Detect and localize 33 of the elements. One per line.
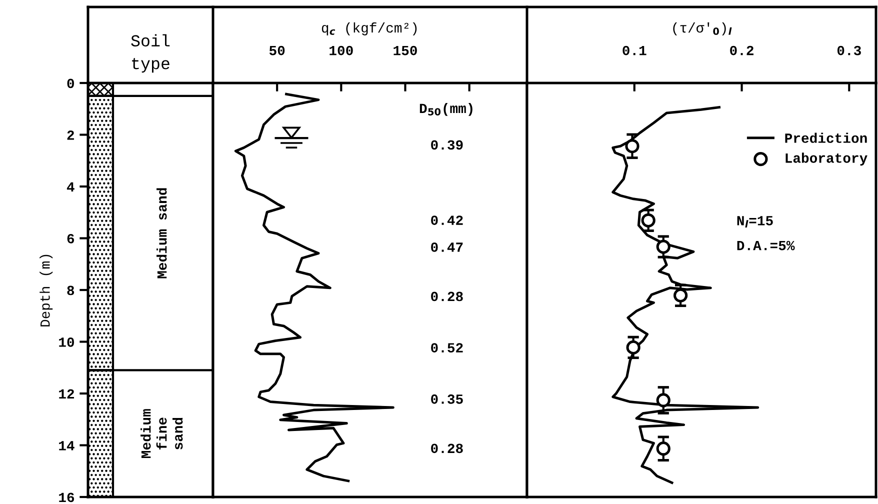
y-tick-label: 10 (59, 337, 74, 347)
annotation: N$_{l}$=15 (737, 216, 773, 228)
annotation: 0.28 (431, 444, 463, 454)
annotation: 0.28 (431, 292, 463, 302)
x-tick-label: 100 (330, 46, 353, 56)
y-axis-title: Depth (m) (40, 254, 53, 326)
annotation: D$_{50}$(mm) (420, 102, 472, 116)
y-tick-label: 12 (59, 389, 74, 399)
annotation: 0.39 (431, 140, 463, 150)
x-tick-label: 150 (394, 46, 417, 56)
annotation: 0.47 (431, 242, 463, 252)
x-tick-label: 0.3 (837, 46, 861, 56)
x-axis-title: q$_{c}$ (kgf/cm²) (322, 22, 417, 36)
y-tick-label: 4 (66, 182, 74, 192)
y-tick-label: 16 (59, 492, 74, 502)
legend-label: Laboratory (786, 152, 868, 166)
y-tick-label: 2 (67, 130, 74, 140)
y-tick-label: 8 (67, 286, 74, 296)
x-tick-label: 50 (269, 46, 285, 56)
annotation: 0.52 (431, 343, 463, 353)
chart-title: Soil type (131, 34, 170, 73)
text: Medium sand (156, 188, 167, 278)
y-tick-label: 0 (67, 78, 74, 88)
legend-label: Prediction (785, 132, 867, 143)
x-axis-title: (τ/σ'$_{0}$)$_{l}$ (673, 22, 732, 36)
annotation: D.A.=5% (737, 240, 795, 250)
x-tick-label: 0.1 (622, 46, 646, 56)
x-tick-label: 0.2 (730, 46, 754, 56)
text: Medium fine sand (140, 409, 183, 458)
y-tick-label: 14 (59, 441, 74, 450)
annotation: 0.42 (431, 216, 463, 226)
y-tick-label: 6 (67, 234, 74, 244)
annotation: 0.35 (431, 394, 463, 404)
